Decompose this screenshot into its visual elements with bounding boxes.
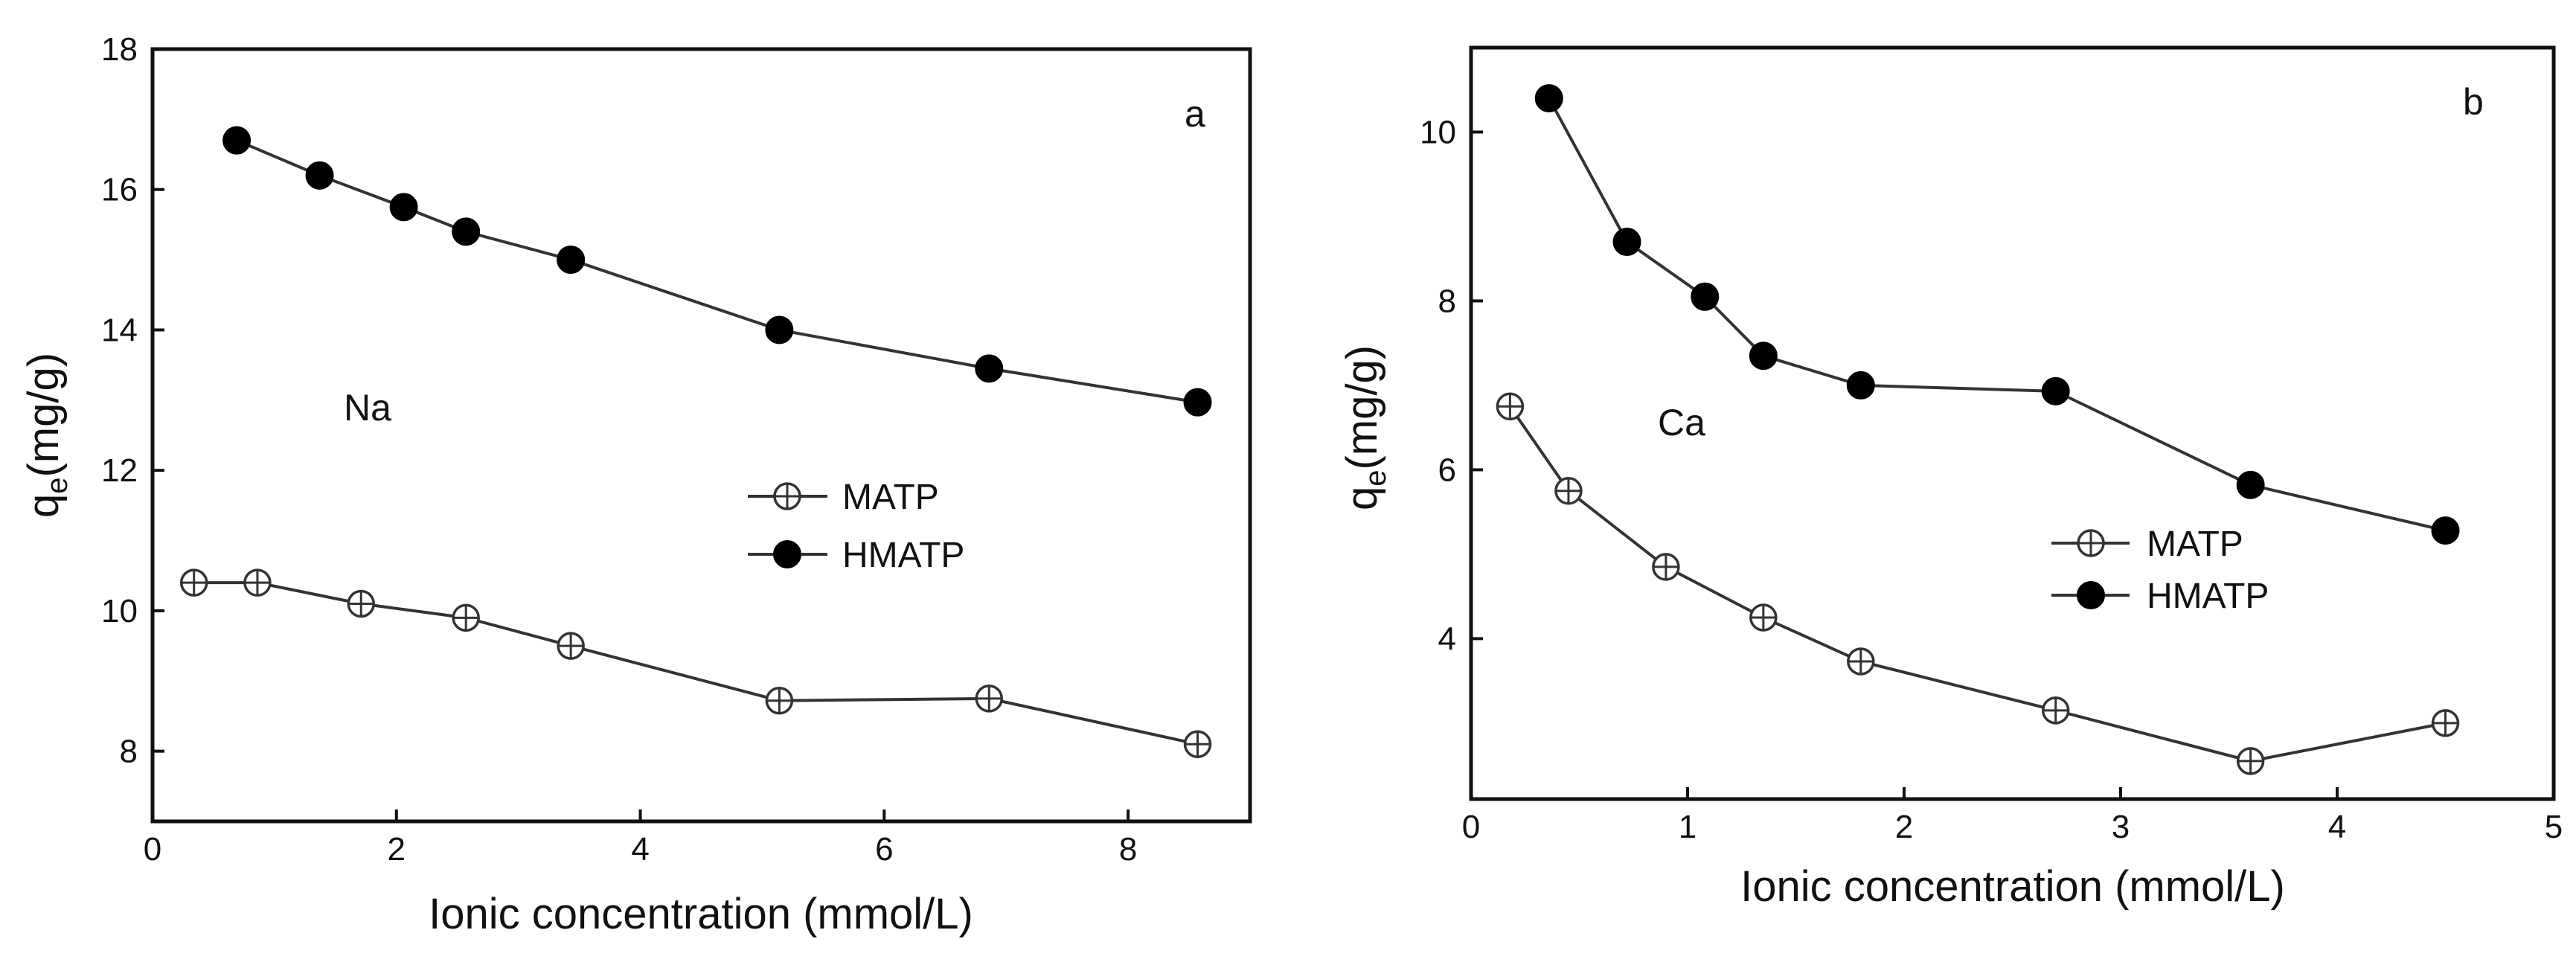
panel-b-matp-point xyxy=(2041,696,2070,725)
panel-b-hmatp-point xyxy=(1749,341,1778,371)
panel-b-x-tick-label: 4 xyxy=(2328,809,2346,845)
panel-a-y-ticks: 8 10 12 14 16 18 xyxy=(101,31,164,770)
panel-b-y-ticks: 4 6 8 10 xyxy=(1420,114,1483,657)
panel-a-hmatp-point xyxy=(452,217,481,246)
panel-a-hmatp-point xyxy=(305,161,334,190)
panel-a-matp-point xyxy=(975,684,1004,713)
panel-b-y-axis-title: qe(mg/g) xyxy=(1338,345,1392,510)
panel-a-matp-point xyxy=(1183,730,1212,758)
panel-b-legend-matp-marker xyxy=(2077,529,2105,557)
panel-a-legend-matp-marker xyxy=(773,482,801,510)
panel-b-hmatp-point xyxy=(1612,228,1641,257)
panel-a-y-tick-label: 8 xyxy=(120,734,138,770)
panel-a-matp-point xyxy=(179,568,208,597)
panel-a-x-tick-label: 6 xyxy=(875,831,893,868)
panel-a-legend: MATP HMATP xyxy=(748,478,964,575)
panel-b-letter: b xyxy=(2463,81,2484,123)
panel-a-hmatp-point xyxy=(975,354,1004,383)
panel-b-hmatp-point xyxy=(2041,376,2070,405)
panel-a-hmatp-point xyxy=(765,315,794,344)
panel-a-x-tick-label: 4 xyxy=(631,831,649,868)
panel-b-x-ticks: 0 1 2 3 4 5 xyxy=(1462,787,2563,845)
panel-a-hmatp-point xyxy=(389,193,418,222)
panel-a-legend-hmatp-label: HMATP xyxy=(842,536,964,575)
panel-a-matp-point xyxy=(765,686,794,715)
panel-b-series xyxy=(1496,84,2460,775)
panel-a-y-tick-label: 12 xyxy=(101,452,138,489)
panel-b-x-tick-label: 3 xyxy=(2112,809,2130,845)
panel-b-hmatp-point xyxy=(1534,84,1563,113)
panel-b-hmatp-point xyxy=(1846,371,1875,400)
panel-b-chart: 0 1 2 3 4 5 4 6 8 10 b Ca MATP HMATP Ionic conce… xyxy=(1338,45,2563,911)
panel-a-y-tick-label: 14 xyxy=(101,312,138,348)
panel-a-matp-point xyxy=(243,568,272,597)
panel-b-plot-frame xyxy=(1469,45,2556,801)
panel-b-matp-point xyxy=(1847,647,1875,676)
panel-a-x-tick-label: 8 xyxy=(1119,831,1137,868)
panel-a-x-axis-title: Ionic concentration (mmol/L) xyxy=(429,890,973,938)
panel-a-chart: 0 2 4 6 8 8 10 12 14 16 18 a Na MATP HMATP Ionic … xyxy=(19,31,1252,938)
panel-b-annotation: Ca xyxy=(1658,402,1705,443)
panel-b-y-tick-label: 6 xyxy=(1438,452,1456,488)
panel-b-y-tick-label: 10 xyxy=(1420,114,1456,150)
panel-a-y-axis-title: qe(mg/g) xyxy=(19,353,74,518)
panel-b-x-tick-label: 2 xyxy=(1895,809,1913,845)
panel-b-x-tick-label: 5 xyxy=(2545,809,2563,845)
panel-a-y-tick-label: 10 xyxy=(101,593,138,629)
panel-b-x-tick-label: 1 xyxy=(1679,809,1696,845)
panel-a-legend-hmatp-marker xyxy=(773,540,801,568)
panel-b-matp-point xyxy=(2236,747,2265,775)
panel-b-matp-point xyxy=(1749,603,1778,632)
panel-a-y-tick-label: 16 xyxy=(101,172,138,208)
panel-a-hmatp-point xyxy=(557,246,586,275)
panel-b-matp-point xyxy=(1554,477,1583,505)
panel-b-matp-line xyxy=(1508,405,2446,763)
panel-a-matp-point xyxy=(452,603,480,632)
panel-b-hmatp-line xyxy=(1548,97,2446,533)
panel-b-hmatp-point xyxy=(2431,516,2460,545)
panel-a-legend-matp-label: MATP xyxy=(842,478,939,517)
panel-a-matp-point xyxy=(557,632,585,660)
panel-a-x-tick-label: 2 xyxy=(388,831,406,868)
panel-a-x-ticks: 0 2 4 6 8 xyxy=(144,809,1137,868)
panel-b-matp-point xyxy=(1496,392,1525,421)
panel-a-matp-point xyxy=(347,589,375,618)
panel-b-legend-hmatp-marker xyxy=(2077,581,2105,609)
panel-b-hmatp-point xyxy=(1691,282,1720,311)
panel-a-x-tick-label: 0 xyxy=(144,831,161,868)
panel-b-y-tick-label: 8 xyxy=(1438,283,1456,319)
panel-b-x-axis-title: Ionic concentration (mmol/L) xyxy=(1740,862,2285,911)
panel-b-y-tick-label: 4 xyxy=(1438,621,1456,657)
panel-b-legend-matp-label: MATP xyxy=(2147,525,2243,564)
panel-a-plot-frame xyxy=(150,47,1252,824)
panel-a-matp-line xyxy=(193,581,1198,746)
panel-a-hmatp-point xyxy=(222,126,251,155)
panel-a-y-tick-label: 18 xyxy=(101,31,138,68)
panel-a-hmatp-point xyxy=(1183,388,1212,417)
panel-a-letter: a xyxy=(1185,93,1205,135)
panel-a-hmatp-line xyxy=(236,138,1198,404)
panel-b-x-tick-label: 0 xyxy=(1462,809,1480,845)
panel-b-hmatp-point xyxy=(2236,470,2265,499)
panel-a-annotation: Na xyxy=(344,387,391,429)
panel-b-matp-point xyxy=(2431,709,2460,737)
panel-b-matp-point xyxy=(1652,553,1680,581)
panel-b-legend: MATP HMATP xyxy=(2051,525,2269,616)
panel-a-series xyxy=(179,126,1212,758)
panel-b-legend-hmatp-label: HMATP xyxy=(2147,577,2269,616)
